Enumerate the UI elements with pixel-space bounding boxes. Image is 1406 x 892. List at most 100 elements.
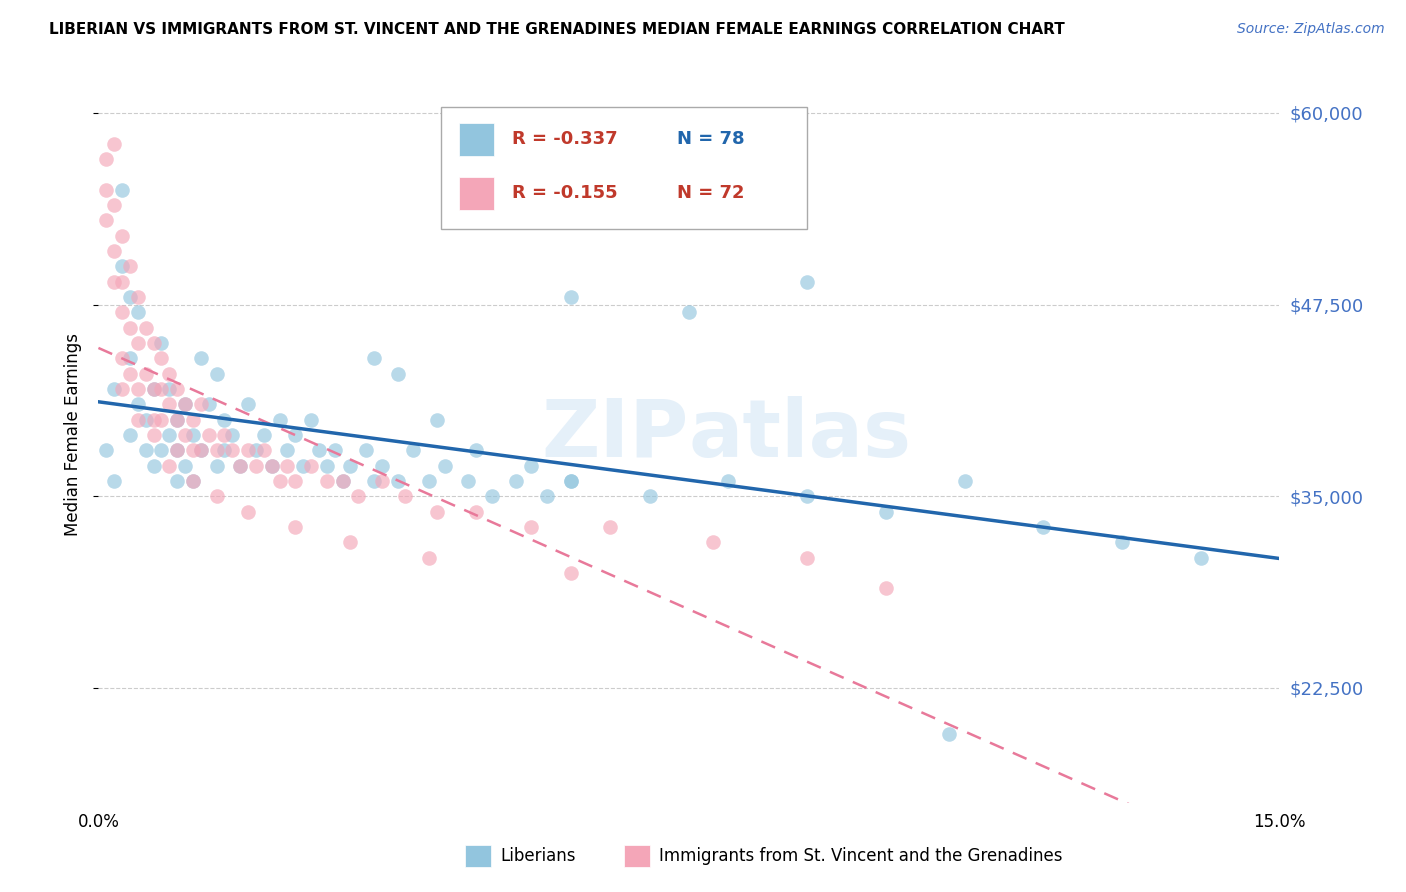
Point xyxy=(166,443,188,458)
Point xyxy=(190,443,212,458)
Point xyxy=(284,474,307,488)
Point xyxy=(103,275,125,289)
Point xyxy=(157,458,180,473)
Point xyxy=(150,412,173,426)
Point xyxy=(339,458,361,473)
Point xyxy=(678,305,700,319)
Bar xyxy=(464,845,491,867)
Point xyxy=(426,504,449,518)
Point xyxy=(520,458,543,473)
Point xyxy=(269,474,291,488)
Point xyxy=(339,535,361,549)
Point xyxy=(157,397,180,411)
Point xyxy=(142,335,165,350)
Point xyxy=(111,182,134,196)
Point xyxy=(245,458,267,473)
Point xyxy=(181,428,204,442)
Point xyxy=(150,382,173,396)
Text: R = -0.155: R = -0.155 xyxy=(512,184,617,202)
Point xyxy=(426,412,449,426)
Text: Source: ZipAtlas.com: Source: ZipAtlas.com xyxy=(1237,22,1385,37)
Point xyxy=(135,367,157,381)
Point xyxy=(560,474,582,488)
Point xyxy=(142,458,165,473)
Point xyxy=(166,474,188,488)
Point xyxy=(96,213,118,227)
Point xyxy=(157,382,180,396)
Point xyxy=(560,474,582,488)
Point xyxy=(253,443,276,458)
Point xyxy=(157,428,180,442)
Point xyxy=(323,443,346,458)
Point xyxy=(214,443,236,458)
Point xyxy=(402,443,425,458)
Point xyxy=(142,412,165,426)
Point xyxy=(363,351,385,366)
Point xyxy=(418,550,440,565)
Point xyxy=(796,275,818,289)
Point xyxy=(135,443,157,458)
Point xyxy=(103,244,125,258)
Point xyxy=(236,443,259,458)
Point xyxy=(127,412,149,426)
Point xyxy=(111,305,134,319)
Point xyxy=(465,443,488,458)
Point xyxy=(520,520,543,534)
Point xyxy=(197,428,219,442)
Text: ZIP: ZIP xyxy=(541,396,689,474)
Point xyxy=(190,397,212,411)
Point xyxy=(1111,535,1133,549)
Bar xyxy=(458,123,494,156)
Point xyxy=(118,320,141,334)
Point xyxy=(354,443,377,458)
Point xyxy=(181,474,204,488)
Point xyxy=(315,458,337,473)
Point xyxy=(638,489,661,503)
Point xyxy=(505,474,527,488)
Point xyxy=(181,474,204,488)
Point xyxy=(118,351,141,366)
Point xyxy=(229,458,252,473)
Point xyxy=(157,367,180,381)
Point xyxy=(174,397,197,411)
Point xyxy=(953,474,976,488)
Point xyxy=(481,489,503,503)
Point xyxy=(938,727,960,741)
Point xyxy=(332,474,354,488)
Point xyxy=(875,504,897,518)
Point xyxy=(236,504,259,518)
Point xyxy=(260,458,283,473)
Point xyxy=(253,428,276,442)
Text: N = 78: N = 78 xyxy=(678,130,745,148)
Point xyxy=(142,382,165,396)
Point xyxy=(269,412,291,426)
Point xyxy=(394,489,416,503)
Point xyxy=(796,550,818,565)
Text: atlas: atlas xyxy=(689,396,912,474)
Point xyxy=(332,474,354,488)
Point xyxy=(205,489,228,503)
Point xyxy=(308,443,330,458)
Point xyxy=(103,382,125,396)
Point xyxy=(205,458,228,473)
Point xyxy=(118,428,141,442)
Point xyxy=(1032,520,1054,534)
Point xyxy=(457,474,479,488)
Point xyxy=(299,412,322,426)
Point xyxy=(127,290,149,304)
Point xyxy=(111,259,134,273)
Point xyxy=(205,443,228,458)
Point xyxy=(150,335,173,350)
Point xyxy=(214,412,236,426)
Point xyxy=(276,443,298,458)
Point xyxy=(702,535,724,549)
Point xyxy=(135,412,157,426)
Point xyxy=(118,259,141,273)
Text: Immigrants from St. Vincent and the Grenadines: Immigrants from St. Vincent and the Gren… xyxy=(659,847,1063,864)
Point xyxy=(260,458,283,473)
Point xyxy=(174,397,197,411)
Point xyxy=(229,458,252,473)
Point xyxy=(142,382,165,396)
Point xyxy=(347,489,370,503)
Point xyxy=(236,397,259,411)
